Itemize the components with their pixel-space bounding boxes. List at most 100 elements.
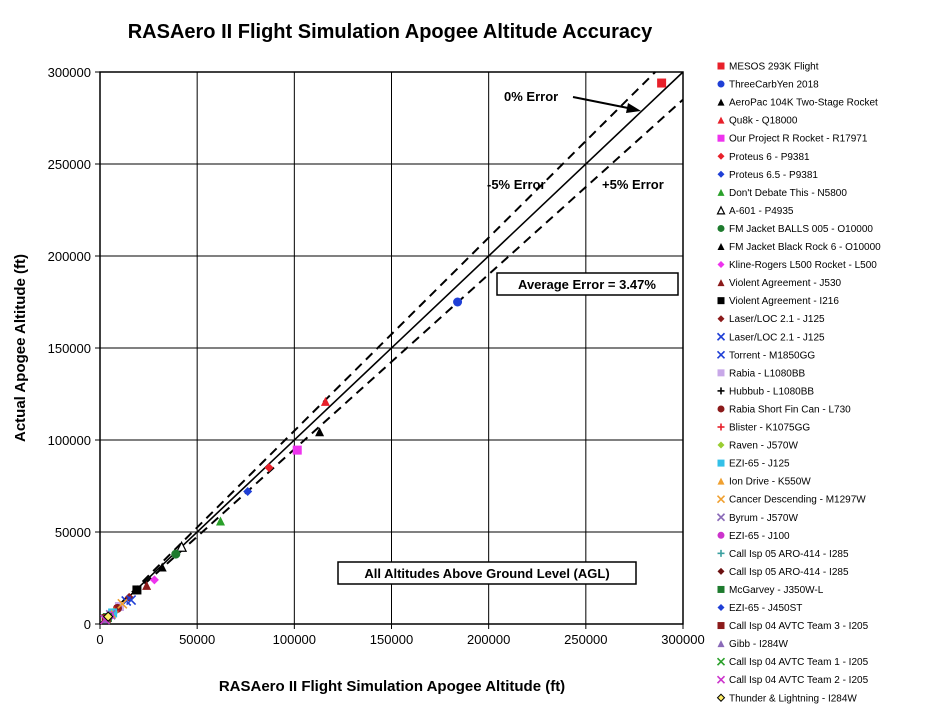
legend-item: EZI-65 - J100 — [717, 531, 790, 542]
legend-marker — [717, 477, 725, 485]
legend-label: Torrent - M1850GG — [729, 350, 815, 361]
legend-marker — [716, 513, 726, 522]
legend-label: Proteus 6 - P9381 — [729, 152, 810, 163]
y-tick-label: 50000 — [55, 525, 91, 540]
zero-error-arrow — [572, 96, 634, 110]
legend-label: EZI-65 - J100 — [729, 531, 790, 542]
legend-marker — [717, 152, 725, 160]
legend-label: Laser/LOC 2.1 - J125 — [729, 332, 825, 343]
legend-item: Kline-Rogers L500 Rocket - L500 — [717, 260, 877, 271]
legend-label: McGarvey - J350W-L — [729, 585, 824, 596]
legend-marker — [717, 459, 725, 467]
x-tick-label: 100000 — [273, 632, 316, 647]
reference-line — [99, 71, 656, 625]
data-point — [315, 427, 325, 437]
legend-label: Kline-Rogers L500 Rocket - L500 — [729, 260, 877, 271]
x-tick-label: 0 — [96, 632, 103, 647]
legend-label: Call Isp 04 AVTC Team 3 - I205 — [729, 621, 869, 632]
data-point — [132, 585, 142, 595]
legend-item: Blister - K1075GG — [717, 423, 810, 434]
data-point — [320, 396, 330, 406]
legend-label: Call Isp 05 ARO-414 - I285 — [729, 549, 849, 560]
legend-label: Byrum - J570W — [729, 513, 798, 524]
legend-label: FM Jacket Black Rock 6 - O10000 — [729, 242, 881, 253]
legend-marker — [717, 423, 725, 431]
legend-label: Ion Drive - K550W — [729, 477, 811, 488]
data-point — [157, 562, 167, 572]
legend-item: Byrum - J570W — [716, 513, 798, 524]
legend-item: Violent Agreement - J530 — [717, 278, 842, 289]
legend-item: FM Jacket Black Rock 6 - O10000 — [717, 242, 881, 253]
zero-error-arrowhead — [626, 103, 641, 113]
legend-item: MESOS 293K Flight — [717, 62, 819, 73]
average-error-box — [496, 272, 679, 296]
y-tick-label: 250000 — [48, 157, 91, 172]
agl-note-label: All Altitudes Above Ground Level (AGL) — [364, 566, 609, 581]
y-axis-label: Actual Apogee Altitude (ft) — [12, 254, 29, 442]
legend-item: ThreeCarbYen 2018 — [717, 80, 819, 91]
legend-label: Call Isp 04 AVTC Team 1 - I205 — [729, 657, 869, 668]
legend-item: Torrent - M1850GG — [716, 350, 815, 361]
legend-marker — [717, 567, 725, 575]
legend-item: FM Jacket BALLS 005 - O10000 — [717, 224, 873, 235]
legend-marker — [717, 98, 725, 106]
data-point — [453, 297, 463, 307]
data-point — [126, 595, 137, 606]
data-points — [99, 78, 667, 625]
x-tick-label: 150000 — [370, 632, 413, 647]
legend-item: A-601 - P4935 — [716, 205, 794, 217]
data-point — [264, 463, 274, 473]
legend-item: AeroPac 104K Two-Stage Rocket — [717, 98, 878, 109]
legend-label: Rabia Short Fin Can - L730 — [729, 404, 851, 415]
legend-label: Raven - J570W — [729, 441, 798, 452]
legend-marker — [717, 80, 725, 88]
x-axis-label: RASAero II Flight Simulation Apogee Alti… — [219, 678, 565, 695]
legend-marker — [717, 116, 725, 124]
legend-label: FM Jacket BALLS 005 - O10000 — [729, 224, 873, 235]
legend-marker — [717, 640, 725, 648]
legend-label: Violent Agreement - I216 — [729, 296, 839, 307]
legend-label: EZI-65 - J125 — [729, 459, 790, 470]
legend-marker — [717, 62, 725, 70]
legend-item: Call Isp 05 ARO-414 - I285 — [717, 567, 849, 578]
legend-label: Thunder & Lightning - I284W — [729, 693, 857, 704]
data-point — [102, 611, 114, 622]
legend-label: EZI-65 - J450ST — [729, 603, 802, 614]
legend-marker — [717, 279, 725, 287]
legend-item: Laser/LOC 2.1 - J125 — [717, 314, 825, 325]
legend-item: Violent Agreement - I216 — [717, 296, 839, 307]
legend-marker — [717, 585, 725, 593]
legend-item: Proteus 6.5 - P9381 — [717, 170, 818, 181]
data-point — [149, 575, 159, 585]
legend-item: Thunder & Lightning - I284W — [716, 693, 857, 704]
reference-lines — [99, 71, 684, 625]
legend-marker — [717, 441, 725, 449]
legend-marker — [717, 261, 725, 269]
legend-marker — [716, 657, 726, 666]
y-axis-ticks: 0 50000 100000 150000 200000 250000 300000 — [48, 65, 100, 632]
legend-item: Qu8k - Q18000 — [717, 116, 798, 127]
minus-five-error-label: -5% Error — [487, 177, 546, 192]
reference-line — [99, 98, 684, 625]
legend-item: Call Isp 04 AVTC Team 3 - I205 — [717, 621, 869, 632]
legend-marker — [717, 243, 725, 250]
legend-label: Violent Agreement - J530 — [729, 278, 842, 289]
legend-item: EZI-65 - J450ST — [717, 603, 802, 614]
legend-item: Proteus 6 - P9381 — [717, 152, 810, 163]
legend-marker — [717, 134, 725, 142]
data-point — [657, 78, 667, 88]
legend-item: Call Isp 04 AVTC Team 2 - I205 — [716, 675, 869, 686]
x-tick-label: 200000 — [467, 632, 510, 647]
legend-marker — [717, 549, 725, 557]
legend-item: Our Project R Rocket - R17971 — [717, 134, 868, 145]
legend-label: Don't Debate This - N5800 — [729, 188, 847, 199]
data-point — [117, 598, 128, 609]
legend-marker — [717, 297, 725, 305]
legend-marker — [716, 350, 726, 359]
y-tick-label: 300000 — [48, 65, 91, 80]
legend-marker — [716, 205, 726, 215]
x-tick-label: 250000 — [564, 632, 607, 647]
x-tick-label: 50000 — [179, 632, 215, 647]
legend-label: Call Isp 05 ARO-414 - I285 — [729, 567, 849, 578]
zero-error-label: 0% Error — [504, 89, 558, 104]
